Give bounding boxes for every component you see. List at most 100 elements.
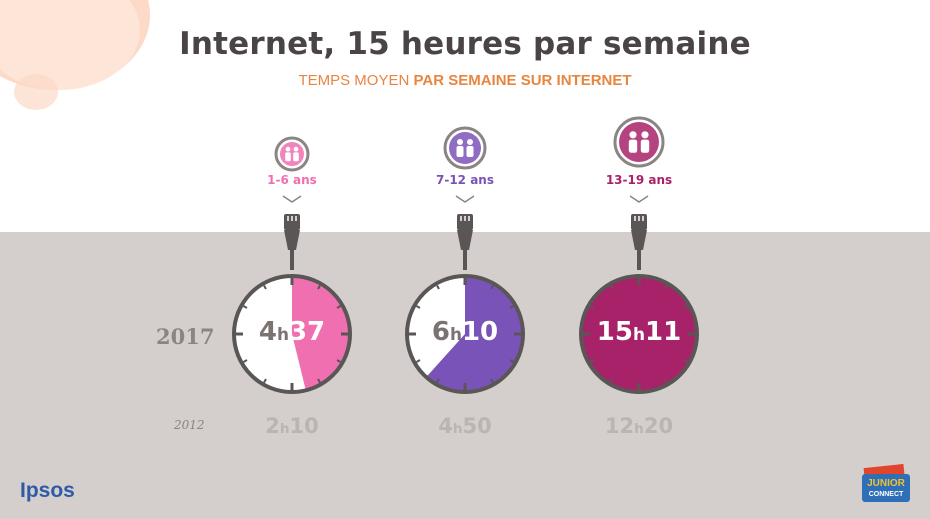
plug-icon [631, 230, 647, 250]
clock-tick [490, 378, 494, 383]
icon-fill [619, 122, 659, 162]
clock-tick [416, 305, 421, 309]
minutes-2017: 37 [288, 317, 326, 347]
minutes-2017: 10 [461, 317, 499, 347]
year-label-2012: 2012 [174, 418, 205, 432]
age-label: 13-19 ans [605, 173, 673, 187]
clock-tick [336, 305, 341, 309]
value-2012: 2h10 [232, 414, 352, 438]
minutes-2012: 10 [289, 414, 319, 438]
child-body [640, 139, 650, 153]
hour-unit: h [452, 421, 463, 437]
clock-tick [243, 305, 248, 309]
plug-pin [460, 216, 462, 221]
clock-tick [317, 285, 321, 290]
value-2017: 15h11 [569, 317, 709, 347]
page-subtitle: TEMPS MOYEN PAR SEMAINE SUR INTERNET [0, 72, 930, 89]
value-2012: 12h20 [579, 414, 699, 438]
clock-rim [405, 274, 525, 394]
clock-tick [243, 359, 248, 363]
age-label: 1-6 ans [267, 173, 317, 187]
page-title: Internet, 15 heures par semaine [179, 26, 751, 62]
value-2012: 4h50 [405, 414, 525, 438]
clock-fill-2017 [581, 276, 697, 392]
junior-text: JUNIOR [867, 478, 906, 489]
clock-tick [590, 359, 595, 363]
clock-fill-2017 [426, 276, 524, 393]
plug-pin [642, 216, 644, 221]
clock-tick [263, 378, 267, 383]
icon-fill [449, 132, 481, 164]
plug-pin [464, 216, 466, 221]
plug-pin [638, 216, 640, 221]
clock-tick [436, 378, 440, 383]
plug-pin [295, 216, 297, 221]
year-label-2017: 2017 [156, 324, 215, 349]
hours-2012: 4 [438, 414, 453, 438]
clock-tick [664, 378, 668, 383]
chevron-down-icon [629, 195, 649, 203]
chevron-down-icon [455, 195, 475, 203]
clock-tick [683, 359, 688, 363]
child-body [293, 152, 299, 162]
junior-connect-logo: JUNIOR CONNECT [862, 464, 910, 502]
hour-unit: h [276, 324, 289, 344]
clock-tick [683, 305, 688, 309]
minutes-2017: 11 [645, 317, 682, 347]
hours-2012: 2 [265, 414, 280, 438]
plug-pin [468, 216, 470, 221]
connect-text: CONNECT [869, 491, 904, 498]
hours-2017: 4 [258, 317, 277, 347]
minutes-2012: 50 [462, 414, 492, 438]
clock-tick [263, 285, 267, 290]
hours-2017: 6 [431, 317, 450, 347]
clock-tick [509, 305, 514, 309]
clock-tick [664, 285, 668, 290]
header-area [0, 0, 930, 232]
clock-rim [579, 274, 699, 394]
value-2017: 6h10 [395, 317, 535, 347]
plug-pin [634, 216, 636, 221]
clock-tick [416, 359, 421, 363]
child-head [467, 139, 473, 145]
clock-tick [610, 378, 614, 383]
child-body [466, 146, 474, 157]
plug-icon [457, 230, 473, 250]
child-body [628, 139, 638, 153]
hours-2017: 15 [596, 317, 633, 347]
decor-bubble [14, 74, 58, 110]
hour-unit: h [634, 421, 644, 437]
clock-tick [336, 359, 341, 363]
clock-tick [436, 285, 440, 290]
plug-pin [291, 216, 293, 221]
clock-tick [509, 359, 514, 363]
clock-rim [232, 274, 352, 394]
child-head [293, 146, 299, 152]
plug-cable [637, 250, 641, 270]
child-head [457, 139, 463, 145]
subtitle-regular: TEMPS MOYEN [298, 72, 414, 89]
child-body [456, 146, 464, 157]
plug-pin [287, 216, 289, 221]
minutes-2012: 20 [643, 414, 674, 438]
plug-cable [463, 250, 467, 270]
child-body [285, 152, 291, 162]
hour-unit: h [449, 324, 462, 344]
clock-tick [610, 285, 614, 290]
ipsos-logo: Ipsos [20, 479, 75, 502]
subtitle-bold: PAR SEMAINE SUR INTERNET [413, 72, 632, 89]
value-2017: 4h37 [222, 317, 362, 347]
chevron-down-icon [282, 195, 302, 203]
child-head [641, 131, 649, 139]
hour-unit: h [632, 324, 646, 344]
plug-icon [284, 230, 300, 250]
child-head [285, 146, 291, 152]
icon-fill [280, 142, 304, 166]
clock-tick [590, 305, 595, 309]
age-label: 7-12 ans [436, 173, 494, 187]
hours-2012: 12 [604, 414, 635, 438]
child-head [629, 131, 637, 139]
clock-tick [317, 378, 321, 383]
plug-cable [290, 250, 294, 270]
